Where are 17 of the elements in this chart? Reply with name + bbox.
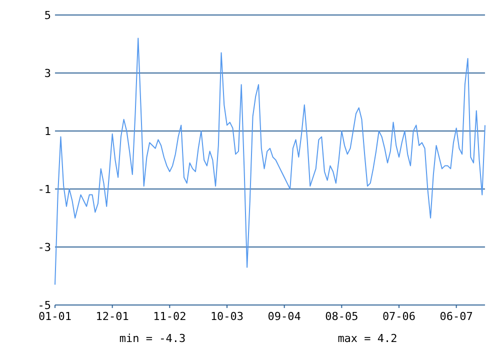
text: max = 4.2 [338,332,398,345]
x-tick-label: 09-04 [268,310,302,323]
x-tick-label: 08-05 [325,310,358,323]
text: min = -4.3 [119,332,186,345]
y-tick-label: 1 [44,124,51,138]
x-tick-label: 11-02 [153,310,186,323]
x-tick-label: 07-06 [382,310,416,323]
y-tick-label: 3 [44,66,51,80]
y-tick-label: 5 [44,8,51,22]
line-series [54,38,486,286]
x-tick-label: 01-01 [38,310,72,323]
y-tick-label: -5 [38,298,51,312]
x-tick-label: 12-01 [96,310,129,323]
y-tick-label: -3 [38,240,51,254]
y-tick-label: -1 [38,182,51,196]
x-tick-label: 06-07 [440,310,473,323]
x-tick-label: 10-03 [210,310,244,323]
